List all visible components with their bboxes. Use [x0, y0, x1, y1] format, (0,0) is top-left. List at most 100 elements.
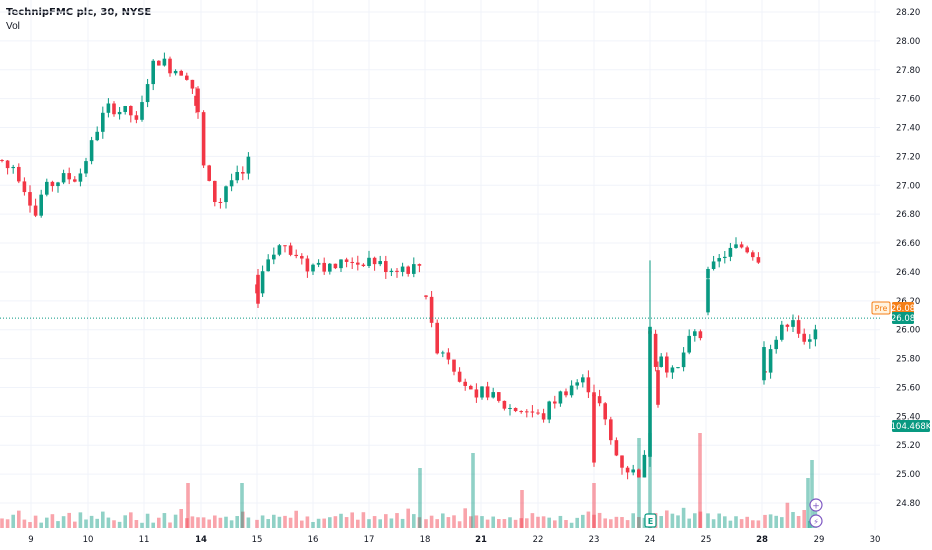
candle: [592, 384, 596, 467]
candle-body: [637, 469, 641, 478]
plus-marker[interactable]: +: [809, 498, 823, 512]
volume-bar: [260, 515, 265, 528]
pre-badge: Pre 26.08: [871, 301, 915, 315]
candle-body: [316, 262, 321, 265]
candle: [780, 320, 784, 342]
volume-bar: [145, 513, 150, 528]
candle-body: [89, 140, 94, 162]
candle: [791, 314, 795, 333]
candle: [151, 59, 155, 91]
candle: [648, 260, 652, 467]
candle-body: [424, 295, 428, 297]
candle-body: [235, 172, 239, 181]
volume-bar: [123, 515, 127, 528]
candle: [272, 247, 276, 265]
candle: [717, 253, 721, 268]
candle: [751, 250, 755, 261]
volume-bar: [457, 521, 462, 528]
candle: [384, 255, 388, 279]
candle: [642, 450, 647, 478]
candle-body: [190, 79, 195, 89]
volume-bar: [241, 511, 245, 528]
candle: [78, 168, 83, 187]
event-markers[interactable]: E + ⚡: [644, 498, 823, 528]
volume-bar: [620, 517, 624, 528]
volume-bar: [581, 514, 585, 528]
candle: [17, 163, 21, 184]
candle: [73, 176, 77, 183]
candle: [676, 367, 680, 369]
candle: [541, 408, 546, 423]
candle-body: [785, 324, 790, 327]
volume-bar: [592, 514, 596, 528]
candle-body: [687, 335, 691, 353]
candle-body: [207, 165, 211, 181]
time-tick-label: 28: [756, 535, 768, 545]
candle: [785, 323, 790, 332]
volume-bar: [185, 518, 189, 528]
volume-bar: [201, 517, 206, 528]
candle: [229, 173, 234, 192]
volume-bar: [698, 511, 703, 528]
candle-body: [711, 261, 716, 269]
volume-bar: [400, 518, 405, 528]
candle: [424, 295, 428, 300]
candle: [333, 263, 338, 270]
candle-body: [412, 264, 416, 274]
candle-body: [246, 156, 251, 174]
price-tick-label: 27.20: [896, 152, 920, 162]
candle-body: [145, 84, 150, 103]
candle: [145, 78, 150, 108]
candle: [33, 198, 38, 218]
candle-body: [717, 258, 721, 262]
candle: [56, 181, 60, 193]
earnings-marker[interactable]: E: [644, 513, 657, 528]
candle-body: [547, 401, 551, 420]
time-axis[interactable]: 9 10 11 14 15 16 17 18 21 22 23 24 25 28 29 30: [28, 535, 880, 545]
candle-body: [648, 326, 652, 457]
candle: [235, 165, 239, 184]
volume-bar: [693, 513, 697, 528]
candle-body: [536, 412, 540, 414]
volume-bar: [168, 522, 172, 528]
candle: [406, 265, 410, 277]
candle-body: [378, 261, 382, 265]
volume-bar: [305, 516, 310, 528]
candle: [575, 379, 579, 390]
candle: [452, 359, 456, 376]
candle: [389, 268, 394, 277]
candle-body: [480, 386, 484, 398]
volume-bar: [471, 453, 475, 528]
candle-body: [558, 391, 563, 404]
candle: [485, 381, 490, 401]
volume-bar: [367, 519, 371, 528]
candle: [201, 110, 206, 169]
candle: [305, 255, 310, 278]
candle-body: [11, 166, 15, 169]
candle: [194, 87, 198, 114]
volume-bar: [808, 520, 812, 528]
volume-bar: [665, 510, 669, 528]
lightning-marker[interactable]: ⚡: [809, 514, 823, 528]
candle: [762, 341, 766, 385]
candle: [802, 328, 806, 345]
candle-body: [485, 386, 490, 398]
candle-body: [676, 367, 680, 369]
candle: [774, 336, 778, 354]
volume-bar: [810, 460, 814, 528]
price-tick-label: 26.20: [896, 297, 920, 307]
candle-body: [196, 88, 200, 113]
candle-body: [762, 347, 766, 381]
last-price-badge: 26.08: [891, 312, 915, 324]
candle-body: [463, 381, 467, 386]
volume-bar: [756, 520, 761, 528]
candle: [207, 164, 211, 182]
volume-bar: [564, 519, 568, 528]
candle: [525, 409, 529, 418]
price-axis[interactable]: 28.20 28.00 27.80 27.60 27.40 27.20 27.00 26.80…: [896, 8, 920, 509]
volume-bar: [117, 521, 122, 528]
candle-body: [17, 166, 21, 182]
candle-body: [194, 95, 198, 106]
candle-body: [435, 322, 439, 354]
